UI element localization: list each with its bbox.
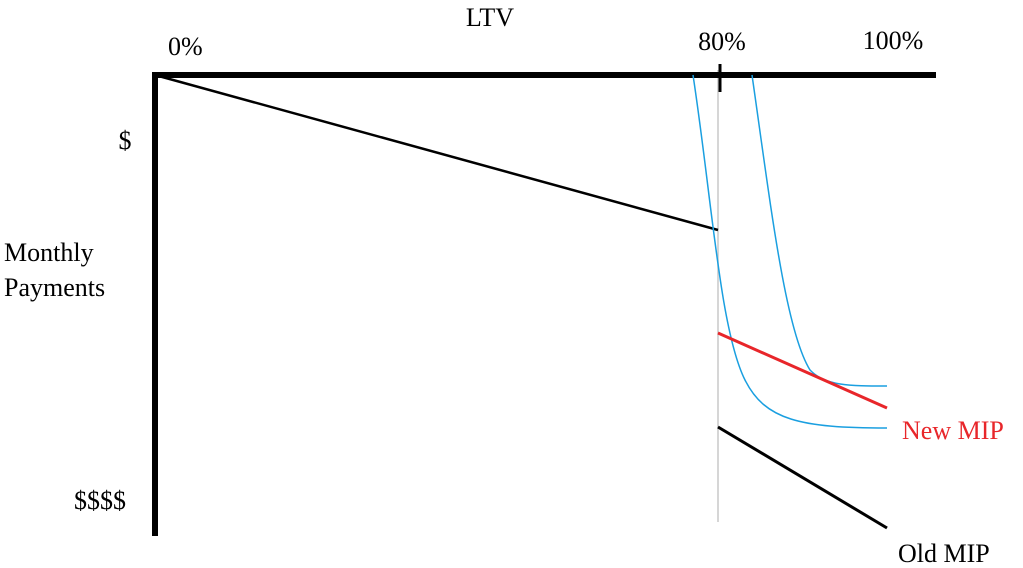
x-label: 100% (863, 26, 924, 55)
x-label: 80% (698, 27, 746, 56)
x-label: 0% (168, 32, 203, 61)
curve (692, 74, 888, 429)
old-mip-line (717, 425, 888, 530)
x-axis-title: LTV (466, 3, 514, 32)
new-mip-line (717, 331, 888, 410)
old-mip-label: Old MIP (898, 539, 990, 568)
curve (751, 74, 888, 387)
y-label: $ (119, 126, 132, 155)
new-mip-label: New MIP (902, 416, 1004, 445)
y-axis-title: Monthly (4, 238, 94, 267)
payment-line (154, 73, 719, 232)
y-label: $$$$ (74, 486, 126, 515)
y-axis-title: Payments (4, 273, 105, 302)
